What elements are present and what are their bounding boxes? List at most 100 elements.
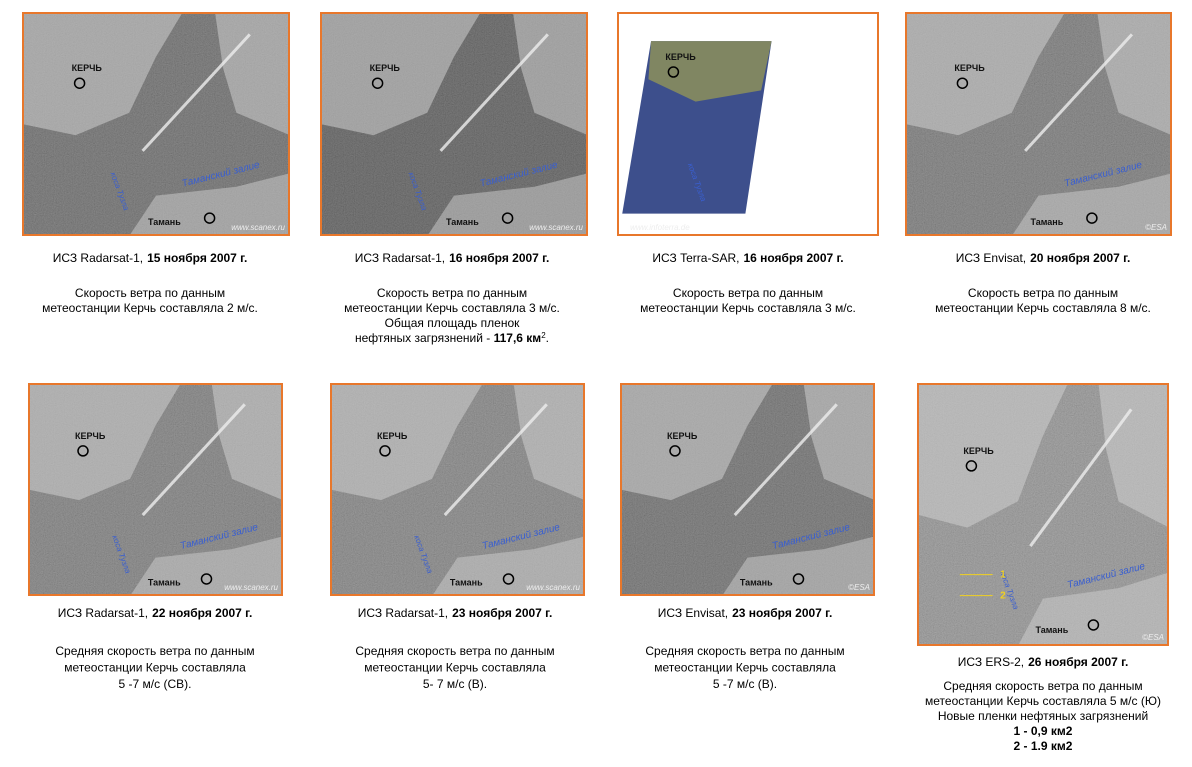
caption-line: метеостанции Керчь составляла	[364, 661, 546, 675]
caption-line: Новые пленки нефтяных загрязнений	[938, 709, 1148, 723]
caption-text: 5 -7 м/с (СВ).	[119, 677, 192, 691]
city-label: Тамань	[1030, 217, 1063, 227]
image-content: КЕРЧЬТаманский залиеТамань©ESA	[905, 12, 1172, 236]
caption-line: нефтяных загрязнений - 117,6 км2.	[355, 331, 549, 346]
image-credit: www.scanex.ru	[526, 583, 580, 592]
city-label: КЕРЧЬ	[72, 63, 103, 73]
caption-line: Скорость ветра по данным	[673, 286, 823, 300]
caption-text: метеостанции Керчь составляла 3 м/с.	[344, 301, 560, 315]
city-label: Тамань	[1035, 625, 1068, 635]
date: 22 ноября 2007 г.	[152, 606, 252, 620]
city-label: КЕРЧЬ	[667, 431, 698, 441]
caption-text: 117,6 км	[494, 331, 542, 345]
satellite: ИСЗ ERS-2,	[958, 655, 1024, 669]
caption-line: Средняя скорость ветра по данным	[943, 679, 1142, 693]
caption-line: Общая площадь пленок	[385, 316, 521, 330]
satellite: ИСЗ Envisat,	[956, 251, 1026, 265]
caption-title: ИСЗ Envisat, 20 ноября 2007 г.	[956, 251, 1131, 265]
caption-text: Общая площадь пленок	[385, 316, 521, 330]
caption-text: метеостанции Керчь составляла 3 м/с.	[640, 301, 856, 315]
city-label: Тамань	[148, 217, 181, 227]
caption-text: 2 - 1.9 км2	[1014, 739, 1073, 753]
city-label: КЕРЧЬ	[954, 63, 985, 73]
satellite: ИСЗ Radarsat-1,	[358, 606, 448, 620]
caption-text: 5 -7 м/с (В).	[713, 677, 777, 691]
caption-line: метеостанции Керчь составляла 2 м/с.	[42, 301, 258, 315]
panel: КЕРЧЬкоса ТузлаТаманский залиеТаманьwww.…	[28, 383, 283, 691]
caption-text: Скорость ветра по данным	[377, 286, 527, 300]
city-label: Тамань	[450, 577, 483, 587]
caption-text: Средняя скорость ветра по данным	[355, 644, 554, 658]
satellite-image: КЕРЧЬкоса ТузлаТаманский залиеТаманьwww.…	[320, 12, 588, 236]
city-label: Тамань	[148, 577, 181, 587]
caption-line: Средняя скорость ветра по данным	[645, 644, 844, 658]
date: 20 ноября 2007 г.	[1030, 251, 1130, 265]
image-credit: ©ESA	[848, 583, 870, 592]
image-content: КЕРЧЬкоса ТузлаТаманский залиеТаманьwww.…	[320, 12, 588, 236]
caption-line: метеостанции Керчь составляла	[654, 661, 836, 675]
image-credit: ©ESA	[1142, 633, 1164, 642]
image-content: КЕРЧЬкоса ТузлаТаманский залиеТаманьwww.…	[28, 383, 283, 596]
image-credit: www.infoterra.de	[630, 223, 690, 232]
image-credit: www.scanex.ru	[529, 223, 583, 232]
image-credit: www.scanex.ru	[231, 223, 285, 232]
caption-text: Средняя скорость ветра по данным	[645, 644, 844, 658]
caption-line: метеостанции Керчь составляла 3 м/с.	[344, 301, 560, 315]
satellite: ИСЗ Radarsat-1,	[53, 251, 143, 265]
caption-text: Скорость ветра по данным	[968, 286, 1118, 300]
caption-title: ИСЗ Terra-SAR,16 ноября 2007 г.	[652, 251, 843, 265]
satellite: ИСЗ Radarsat-1,	[58, 606, 148, 620]
caption-line: метеостанции Керчь составляла 5 м/с (Ю)	[925, 694, 1161, 708]
caption-text: Новые пленки нефтяных загрязнений	[938, 709, 1148, 723]
caption-line: 5- 7 м/с (В).	[423, 677, 487, 691]
caption-line: метеостанции Керчь составляла 3 м/с.	[640, 301, 856, 315]
date: 23 ноября 2007 г.	[732, 606, 832, 620]
image-content: КЕРЧЬТаманский залиеТамань©ESA	[620, 383, 875, 596]
caption-text: Средняя скорость ветра по данным	[55, 644, 254, 658]
image-credit: www.scanex.ru	[224, 583, 278, 592]
city-label: КЕРЧЬ	[370, 63, 401, 73]
caption-line: метеостанции Керчь составляла	[64, 661, 246, 675]
caption-line: 5 -7 м/с (В).	[713, 677, 777, 691]
city-label: КЕРЧЬ	[75, 431, 106, 441]
caption-line: метеостанции Керчь составляла 8 м/с.	[935, 301, 1151, 315]
caption-text: .	[546, 331, 549, 345]
caption-line: Скорость ветра по данным	[75, 286, 225, 300]
city-label: КЕРЧЬ	[963, 446, 994, 456]
caption-title: ИСЗ ERS-2, 26 ноября 2007 г.	[958, 655, 1129, 669]
caption-title: ИСЗ Envisat, 23 ноября 2007 г.	[658, 606, 833, 620]
date: 16 ноября 2007 г.	[449, 251, 549, 265]
caption-text: метеостанции Керчь составляла	[654, 661, 836, 675]
figure: КЕРЧЬкоса ТузлаТаманский залиеТаманьwww.…	[0, 0, 1192, 767]
date: 16 ноября 2007 г.	[743, 251, 843, 265]
city-label: КЕРЧЬ	[665, 52, 696, 62]
date: 26 ноября 2007 г.	[1028, 655, 1128, 669]
caption-title: ИСЗ Radarsat-1,15 ноября 2007 г.	[53, 251, 248, 265]
caption-text: метеостанции Керчь составляла	[64, 661, 246, 675]
caption-text: метеостанции Керчь составляла 5 м/с (Ю)	[925, 694, 1161, 708]
caption-line: 5 -7 м/с (СВ).	[119, 677, 192, 691]
satellite-image: КЕРЧЬкоса ТузлаТаманский залиеТаманьwww.…	[28, 383, 283, 596]
satellite: ИСЗ Envisat,	[658, 606, 728, 620]
caption-line: 2 - 1.9 км2	[1014, 739, 1073, 753]
caption-text: 1 - 0,9 км2	[1014, 724, 1073, 738]
caption-title: ИСЗ Radarsat-1, 22 ноября 2007 г.	[58, 606, 253, 620]
satellite: ИСЗ Radarsat-1,	[355, 251, 445, 265]
panel: КЕРЧЬТаманский залиеТамань©ESA ИСЗ Envisa…	[905, 12, 1172, 315]
date: 23 ноября 2007 г.	[452, 606, 552, 620]
caption-line: Скорость ветра по данным	[968, 286, 1118, 300]
caption-text: Средняя скорость ветра по данным	[943, 679, 1142, 693]
caption-line: Средняя скорость ветра по данным	[355, 644, 554, 658]
